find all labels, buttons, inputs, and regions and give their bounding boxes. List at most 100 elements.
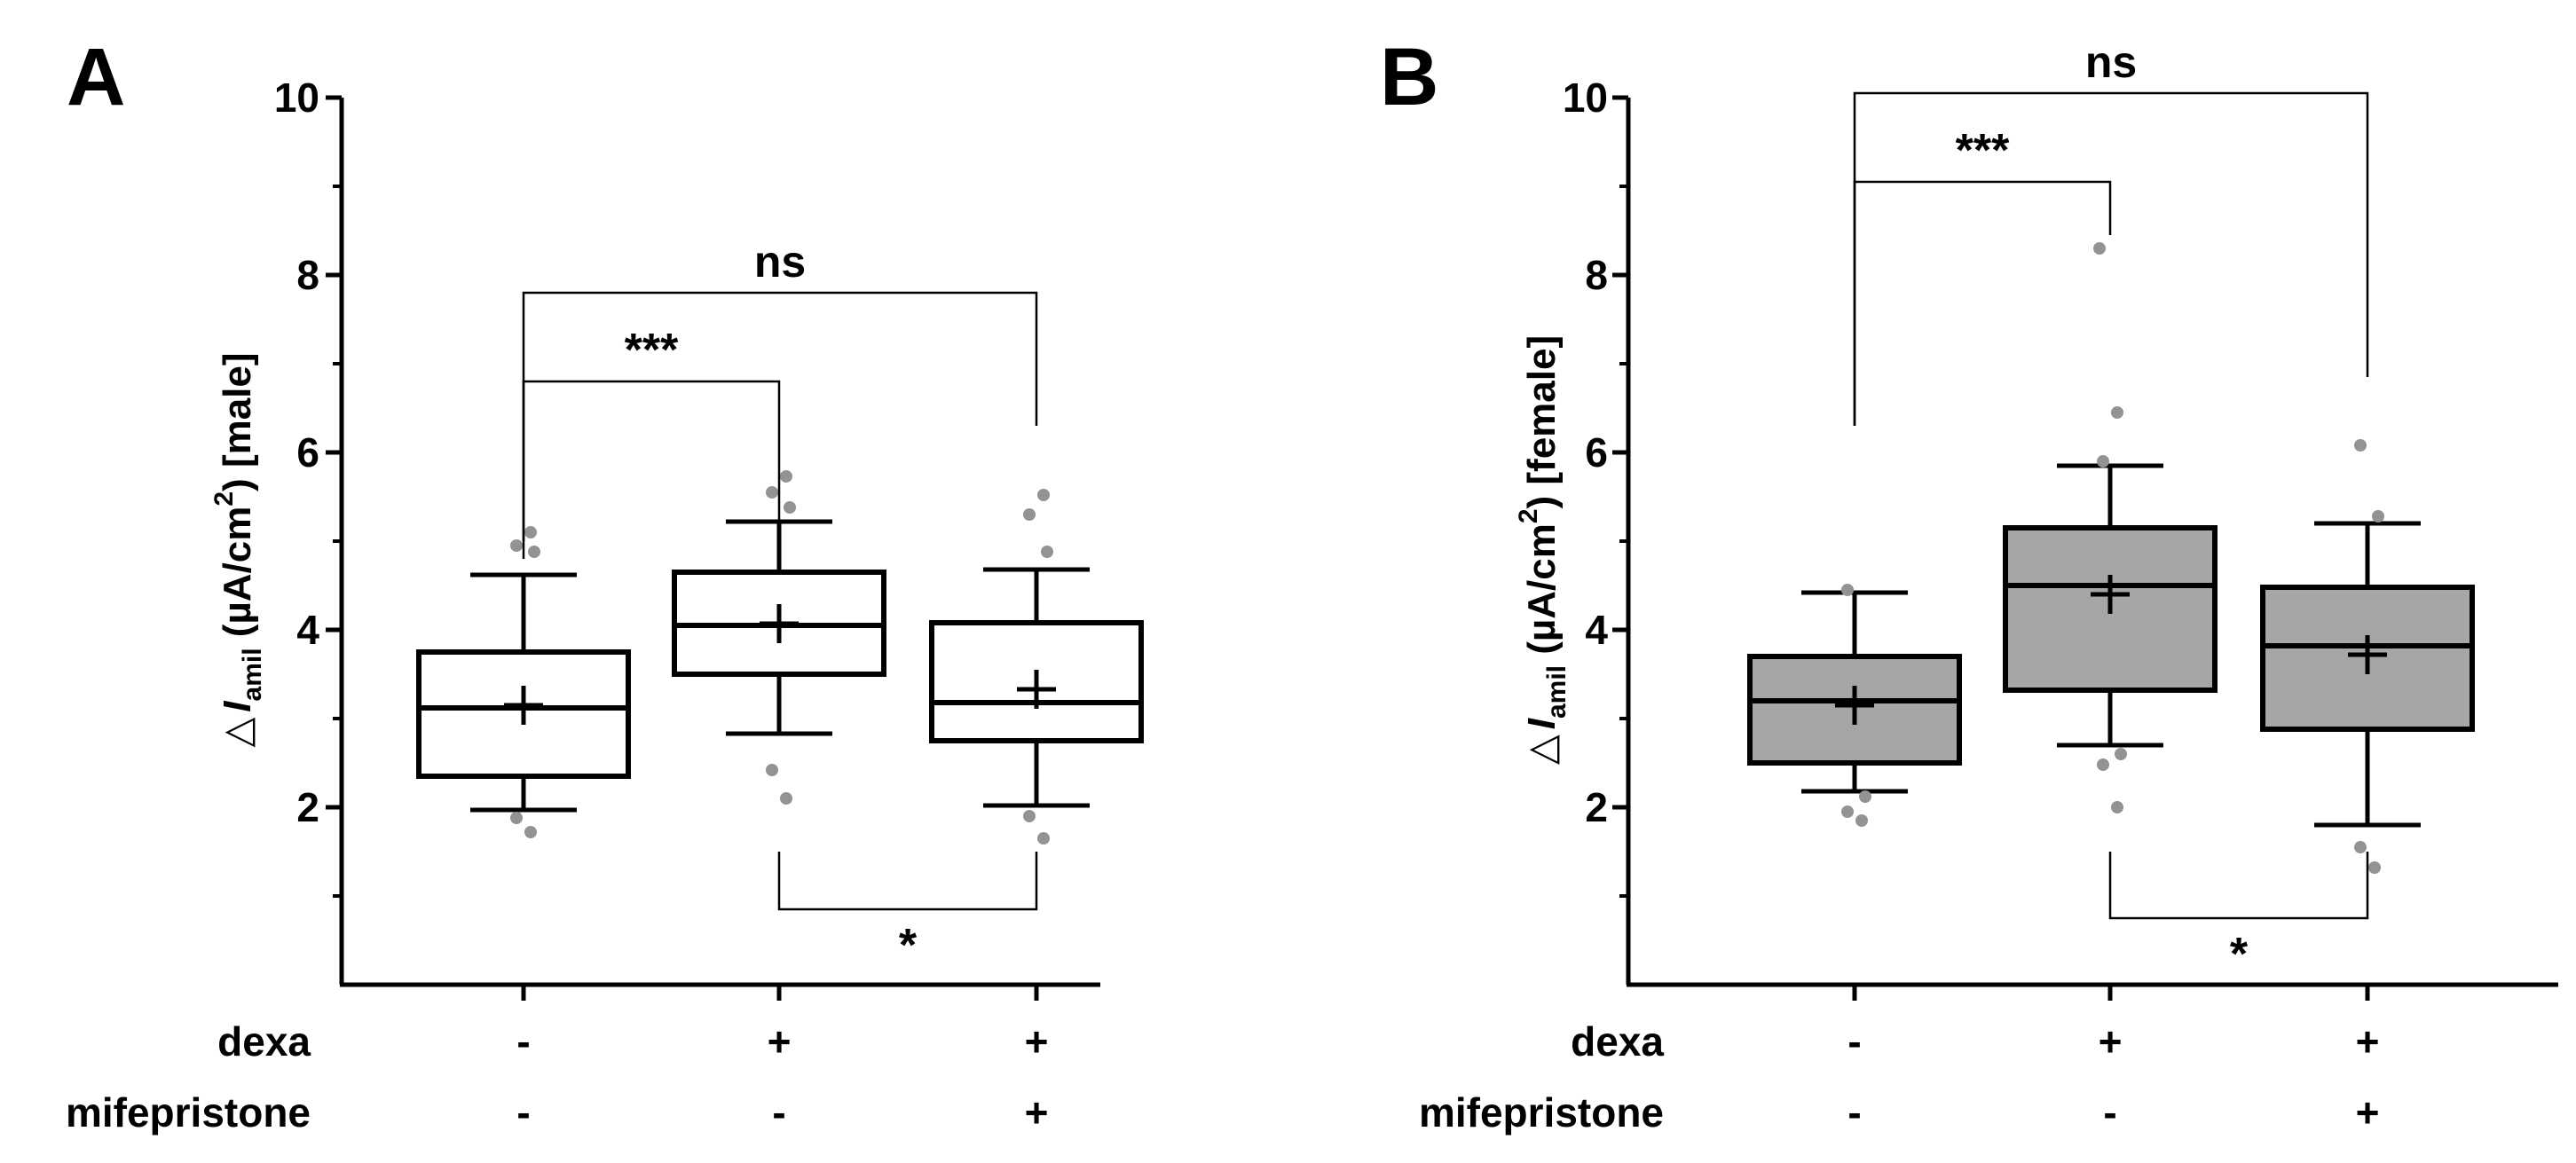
outlier-point (2354, 841, 2367, 853)
y-axis-label-subscript: amil (1542, 665, 1572, 719)
outlier-point (766, 486, 778, 499)
y-axis-label-superscript: 2 (209, 491, 239, 507)
condition-mark: + (2356, 1089, 2380, 1135)
condition-label: mifepristone (66, 1089, 311, 1135)
y-axis-label-subscript: amil (238, 648, 267, 701)
significance-bracket: ns (522, 237, 1038, 541)
condition-mark: + (2356, 1018, 2380, 1065)
significance-bracket: *** (1853, 125, 2112, 426)
condition-row-dexa: dexa - + + (217, 1018, 1048, 1065)
condition-mark: + (768, 1018, 792, 1065)
bracket-line (777, 852, 1038, 911)
outlier-point (780, 470, 792, 483)
condition-mark: + (1025, 1018, 1049, 1065)
y-axis-label-tail: ) [male] (216, 352, 259, 491)
panel-letter: B (1380, 32, 1438, 122)
y-tick-label: 4 (1585, 607, 1608, 653)
y-tick-label: 8 (296, 252, 319, 298)
box-group-3 (929, 489, 1144, 845)
significance-bracket: * (2108, 852, 2369, 980)
y-axis-label: △ Iamil (µA/cm2) [female] (1514, 335, 1572, 765)
bracket-line (1853, 91, 2369, 426)
box-group-1 (416, 526, 631, 838)
outlier-point (528, 546, 540, 558)
condition-mark: - (1847, 1018, 1861, 1065)
condition-label: dexa (217, 1018, 311, 1065)
outlier-point (1841, 805, 1854, 818)
significance-label: * (2230, 929, 2249, 980)
outlier-point (2097, 455, 2109, 468)
y-tick-label: 10 (274, 75, 319, 121)
outlier-point (766, 764, 778, 776)
box-group-2 (2003, 242, 2218, 813)
y-tick-label: 2 (1585, 784, 1608, 830)
outlier-point (1841, 584, 1854, 596)
outlier-point (1859, 790, 1871, 803)
outlier-point (1037, 489, 1050, 501)
condition-mark: - (1847, 1089, 1861, 1135)
outlier-point (2372, 510, 2384, 523)
significance-bracket: * (777, 852, 1038, 971)
y-axis-label-symbol: I (1520, 718, 1564, 729)
significance-label: *** (1956, 125, 2010, 177)
significance-label: ns (2085, 37, 2137, 87)
condition-mark: - (2103, 1089, 2116, 1135)
outlier-point (2111, 406, 2123, 419)
outlier-point (524, 526, 537, 538)
condition-mark: + (2099, 1018, 2123, 1065)
condition-row-mifepristone: mifepristone - - + (66, 1089, 1048, 1135)
condition-row-mifepristone: mifepristone - - + (1419, 1089, 2379, 1135)
y-axis-label-tail: ) [female] (1520, 335, 1564, 509)
y-tick-label: 10 (1563, 75, 1608, 121)
outlier-point (524, 826, 537, 838)
significance-label: *** (625, 325, 679, 376)
bracket-line (1853, 180, 2112, 426)
outlier-point (780, 792, 792, 805)
y-axis-label: △ Iamil (µA/cm2) [male] (209, 352, 267, 747)
panel-letter: A (67, 32, 125, 122)
box-group-1 (1747, 584, 1962, 827)
significance-label: * (899, 920, 918, 971)
outlier-point (1037, 832, 1050, 845)
condition-mark: - (772, 1089, 785, 1135)
outlier-point (1023, 810, 1036, 822)
bracket-line (2108, 852, 2369, 920)
outlier-point (2115, 748, 2127, 760)
outlier-point (2093, 242, 2106, 255)
significance-label: ns (754, 237, 806, 287)
y-axis-label-units: (µA/cm (216, 507, 259, 648)
y-tick-label: 6 (1585, 429, 1608, 475)
condition-mark: - (516, 1018, 530, 1065)
condition-row-dexa: dexa - + + (1571, 1018, 2379, 1065)
condition-label: dexa (1571, 1018, 1664, 1065)
outlier-point (510, 539, 523, 552)
outlier-point (2354, 439, 2367, 452)
outlier-point (1855, 814, 1868, 827)
outlier-point (2111, 801, 2123, 813)
y-tick-label: 8 (1585, 252, 1608, 298)
outlier-point (2368, 861, 2381, 874)
y-axis-label-symbol: I (216, 701, 259, 712)
outlier-point (1023, 508, 1036, 521)
bracket-line (522, 291, 1038, 541)
outlier-point (1041, 546, 1053, 558)
box-group-3 (2260, 439, 2475, 874)
y-tick-label: 4 (296, 607, 319, 653)
y-axis-label-delta: △ (1520, 735, 1564, 765)
outlier-point (784, 501, 796, 514)
y-axis-label-delta: △ (216, 718, 259, 748)
significance-bracket: ns (1853, 37, 2369, 426)
outlier-point (510, 812, 523, 824)
outlier-point (2097, 758, 2109, 771)
condition-mark: - (516, 1089, 530, 1135)
condition-mark: + (1025, 1089, 1049, 1135)
y-axis-label-units: (µA/cm (1520, 523, 1564, 665)
y-tick-label: 2 (296, 784, 319, 830)
condition-label: mifepristone (1419, 1089, 1664, 1135)
y-tick-label: 6 (296, 429, 319, 475)
y-axis-label-superscript: 2 (1514, 508, 1543, 523)
bracket-line (522, 380, 781, 559)
